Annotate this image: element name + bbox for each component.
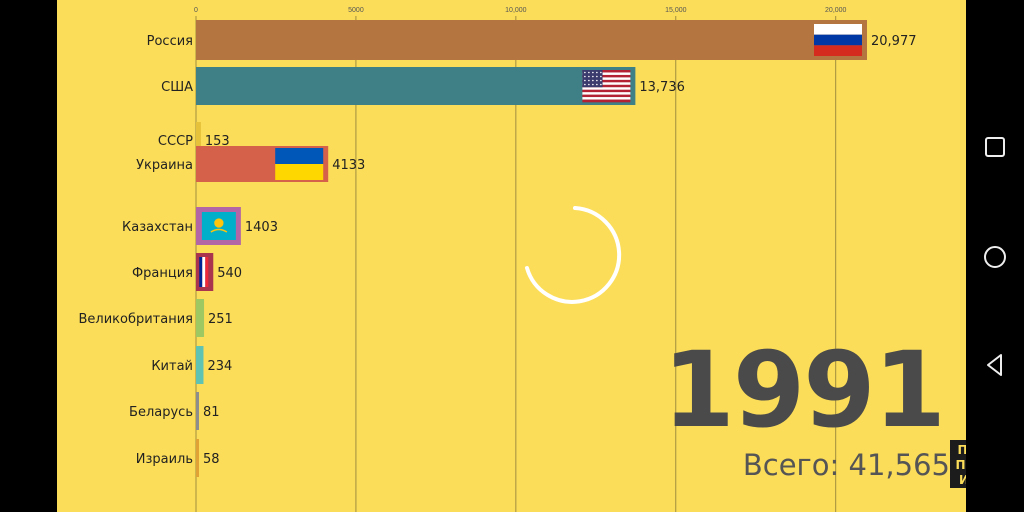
bar-label: Китай — [151, 359, 193, 374]
value-label: 81 — [203, 405, 220, 420]
bar-group: СССР 153 — [158, 122, 230, 158]
loading-spinner-icon — [525, 206, 622, 304]
bar-chart: 0 5000 10,000 15,000 20,000 Россия 20,977 США 13… — [78, 7, 917, 512]
russia-flag-icon — [814, 24, 862, 56]
bar — [196, 20, 867, 60]
bar-label: Франция — [132, 266, 193, 281]
ukraine-flag-icon — [275, 148, 324, 180]
bar-label: Великобритания — [78, 312, 193, 327]
kazakhstan-flag-icon — [201, 212, 236, 240]
bar — [196, 122, 201, 158]
chart-area: 0 5000 10,000 15,000 20,000 Россия 20,977 США 13… — [57, 0, 966, 512]
home-icon[interactable] — [980, 242, 1010, 272]
bar-label: СССР — [158, 134, 193, 149]
value-label: 234 — [207, 359, 232, 374]
x-tick-label: 15,000 — [665, 7, 687, 14]
bar-label: США — [161, 80, 193, 95]
bar-group: Украина 4133 — [136, 146, 365, 182]
bar-group: Беларусь 81 — [129, 392, 220, 430]
bar-label: Казахстан — [122, 220, 193, 235]
x-tick-label: 10,000 — [505, 7, 527, 14]
bar-group: Китай 234 — [151, 346, 232, 384]
year-display: 1991 — [662, 329, 946, 451]
bar — [196, 392, 199, 430]
bar — [196, 67, 636, 105]
bar — [196, 299, 205, 337]
bar-label: Украина — [136, 158, 193, 173]
france-flag-icon — [199, 257, 209, 287]
bar — [196, 439, 199, 477]
value-label: 20,977 — [871, 34, 917, 49]
recent-apps-icon[interactable] — [980, 132, 1010, 162]
total-counter: Всего: 41,565 — [742, 448, 950, 482]
value-label: 153 — [205, 134, 230, 149]
bar-label: Израиль — [136, 452, 193, 467]
back-icon[interactable] — [980, 350, 1010, 380]
usa-flag-icon — [582, 70, 631, 103]
value-label: 58 — [203, 452, 220, 467]
bar — [196, 346, 204, 384]
bar-group: Израиль 58 — [136, 439, 220, 477]
value-label: 1403 — [245, 220, 278, 235]
x-tick-label: 5000 — [348, 7, 364, 14]
bar-label: Россия — [147, 34, 193, 49]
value-label: 13,736 — [639, 80, 685, 95]
bar-label: Беларусь — [129, 405, 193, 420]
android-navigation-bar — [966, 0, 1024, 512]
bar-group: Франция 540 — [132, 253, 242, 291]
bar-group: Россия 20,977 — [147, 20, 917, 60]
value-label: 540 — [217, 266, 242, 281]
value-label: 251 — [208, 312, 233, 327]
x-tick-label: 0 — [194, 7, 198, 14]
bar-group: Великобритания 251 — [78, 299, 233, 337]
x-tick-label: 20,000 — [825, 7, 847, 14]
bar-group: Казахстан 1403 — [122, 207, 278, 245]
bar-group: США 13,736 — [161, 67, 685, 105]
value-label: 4133 — [332, 158, 365, 173]
